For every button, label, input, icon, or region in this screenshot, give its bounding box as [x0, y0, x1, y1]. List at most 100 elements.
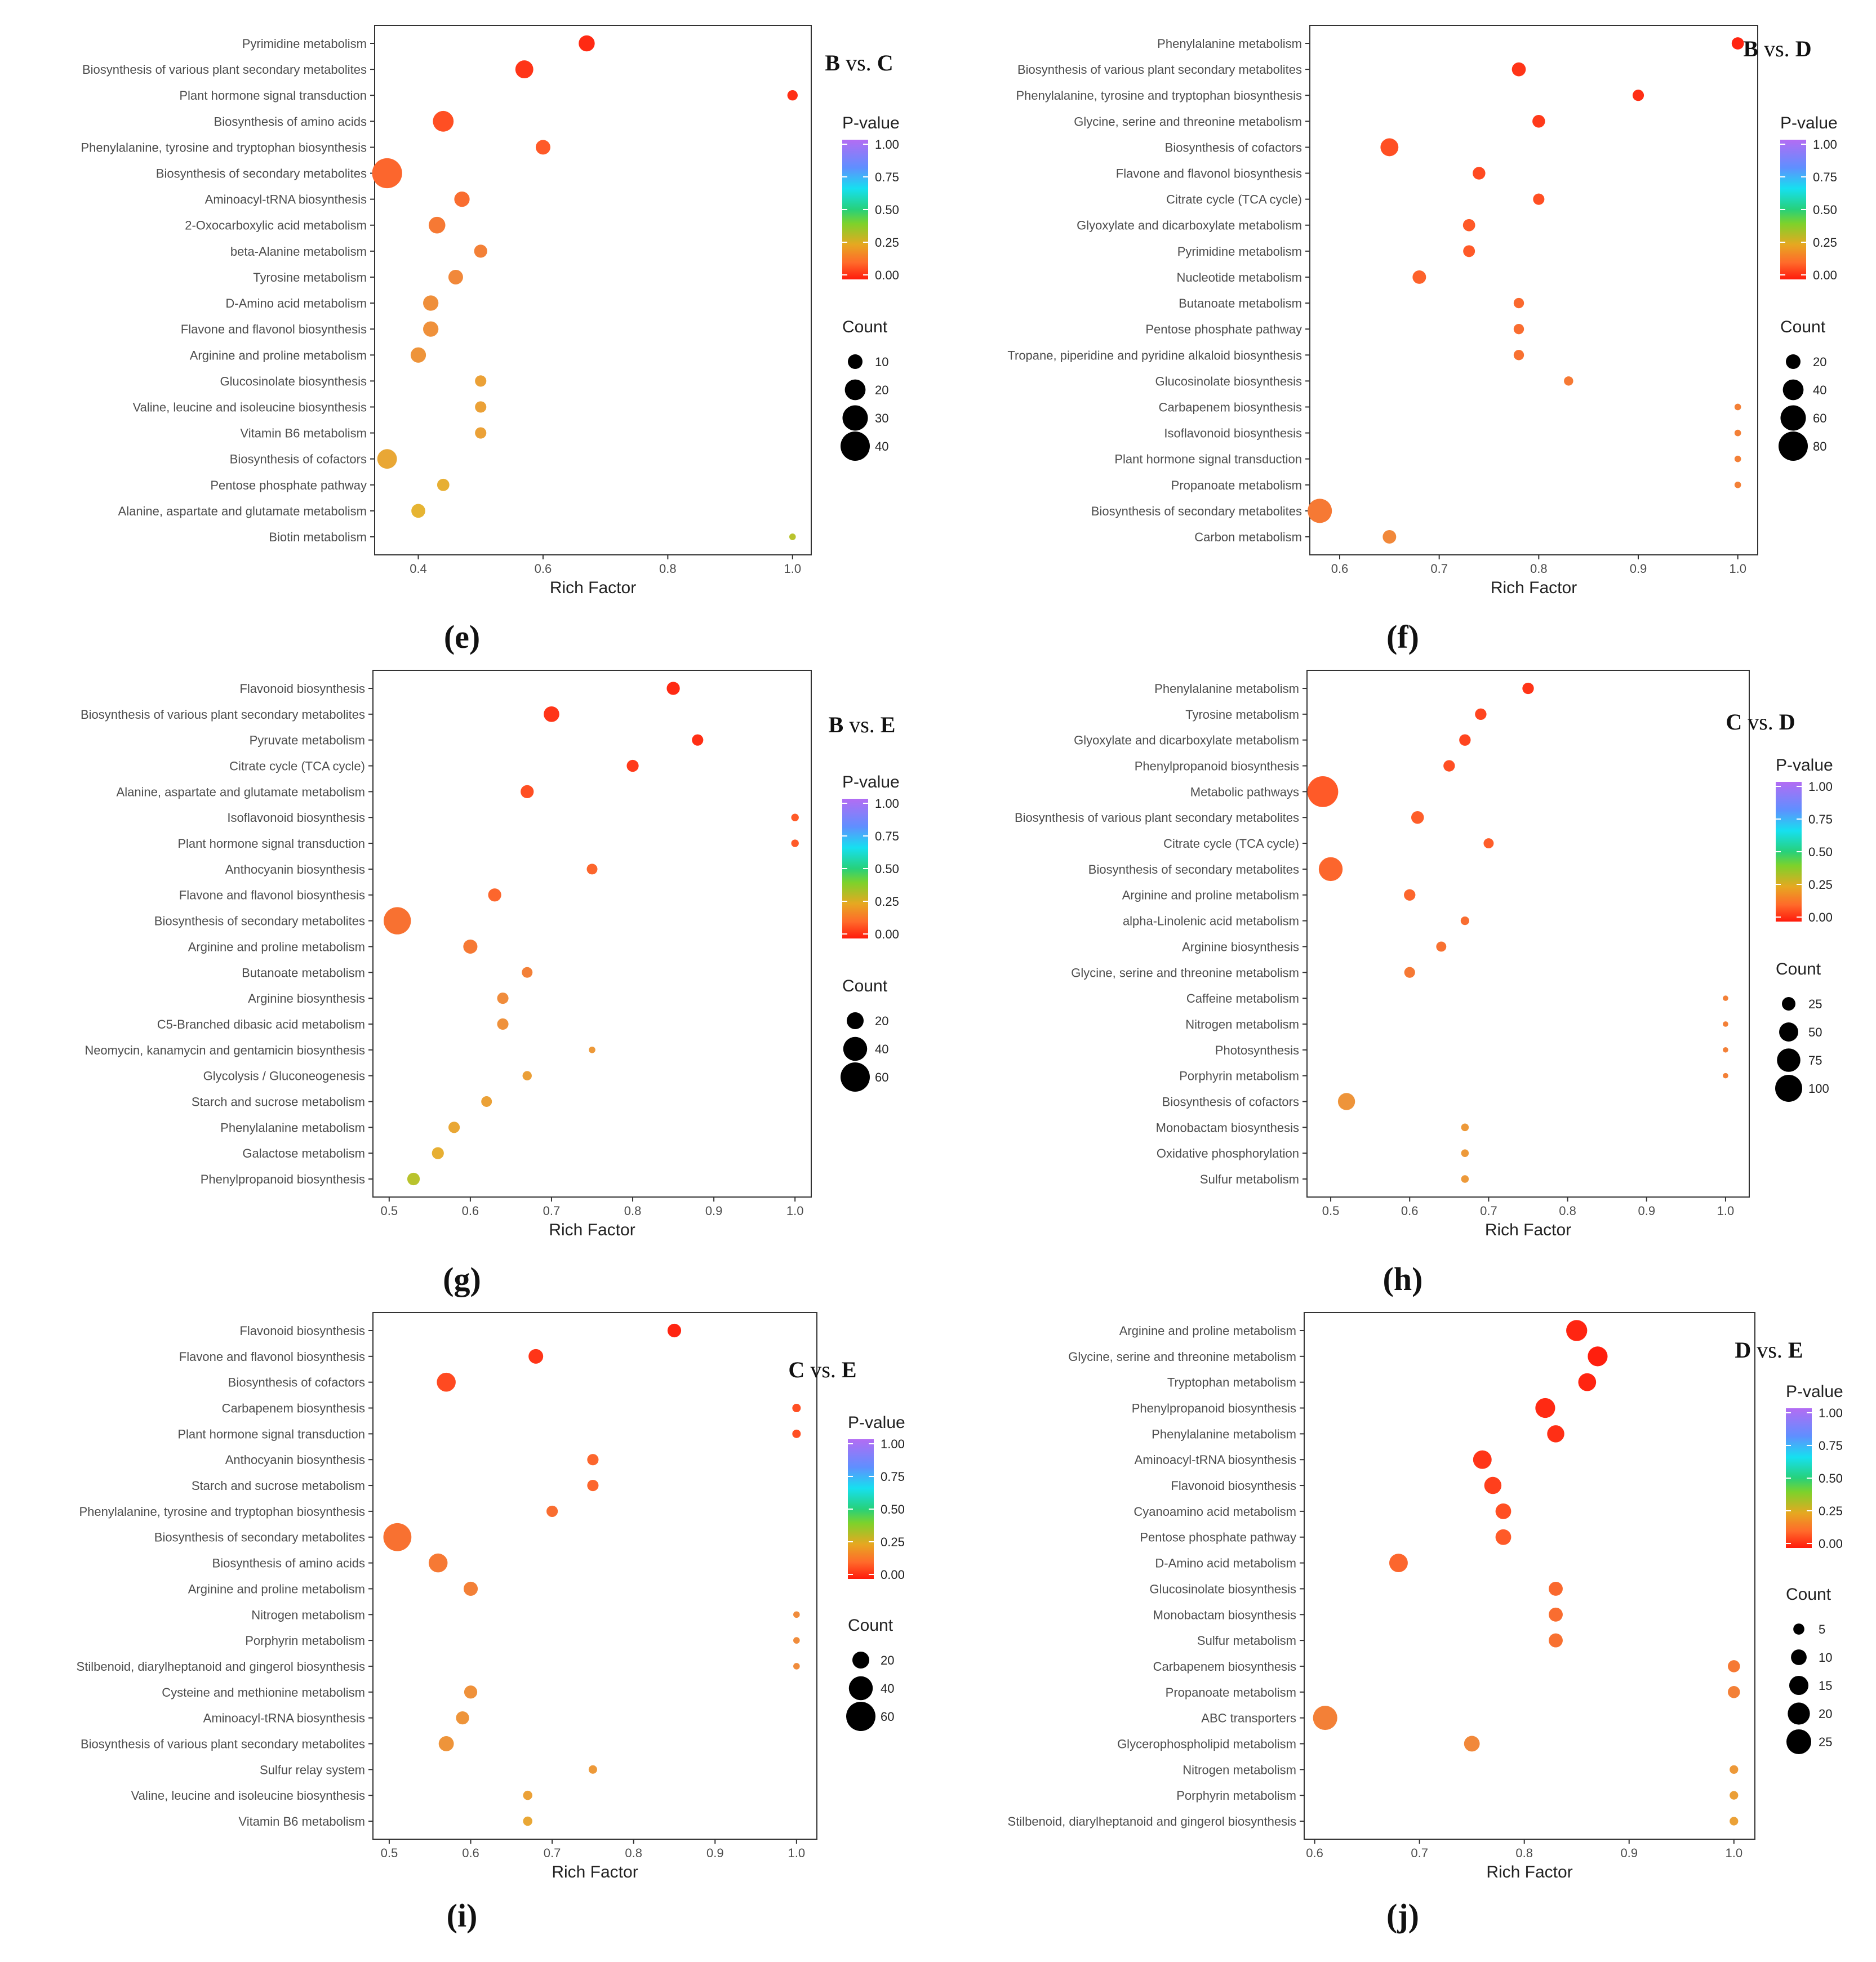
count-legend-label: 25	[1808, 997, 1822, 1011]
count-legend-dot	[1780, 405, 1806, 431]
count-legend-dot	[1779, 1022, 1798, 1042]
count-legend-label: 50	[1808, 1025, 1822, 1039]
data-point	[1473, 167, 1486, 180]
data-point	[463, 1581, 478, 1596]
count-legend-dot	[846, 1702, 875, 1731]
data-point	[1459, 734, 1471, 746]
y-tick-label: Flavone and flavonol biosynthesis	[181, 322, 367, 336]
count-legend-dot	[844, 379, 866, 401]
data-point	[1730, 1765, 1739, 1774]
data-point	[1495, 1503, 1512, 1519]
y-tick-label: Pentose phosphate pathway	[1140, 1531, 1296, 1545]
data-point	[523, 1790, 532, 1800]
count-legend-dot	[841, 431, 870, 461]
data-point	[1380, 138, 1399, 157]
data-point	[626, 759, 639, 772]
colorbar-tick-label: 1.00	[881, 1437, 905, 1451]
x-tick-label: 0.5	[381, 1846, 398, 1860]
y-tick-label: Isoflavonoid biosynthesis	[1164, 426, 1302, 441]
data-point	[475, 401, 487, 413]
data-point	[1723, 995, 1728, 1001]
x-axis-title: Rich Factor	[550, 579, 636, 597]
chart-panel: Phenylalanine metabolism Tyrosine metabol…	[1015, 670, 1833, 1297]
y-tick-label: Nitrogen metabolism	[1182, 1763, 1296, 1777]
y-tick-label: Carbon metabolism	[1194, 530, 1302, 544]
colorbar-tick-label: 0.00	[1819, 1537, 1843, 1551]
data-point	[1404, 967, 1415, 978]
data-point	[454, 191, 470, 207]
count-legend-label: 100	[1808, 1082, 1829, 1096]
x-axis-title: Rich Factor	[552, 1863, 638, 1881]
x-tick-label: 0.8	[625, 1846, 642, 1860]
y-tick-label: Galactose metabolism	[242, 1146, 365, 1160]
y-tick-label: Phenylalanine metabolism	[1152, 1427, 1296, 1441]
y-tick-label: Nitrogen metabolism	[251, 1608, 365, 1622]
data-point	[456, 1711, 469, 1725]
data-point	[384, 907, 411, 935]
y-tick-label: Nitrogen metabolism	[1185, 1017, 1299, 1031]
x-axis-title: Rich Factor	[1486, 1863, 1572, 1881]
count-legend-dot	[848, 354, 863, 369]
colorbar-tick-label: 0.75	[1808, 812, 1833, 826]
y-tick-label: Tyrosine metabolism	[253, 270, 367, 284]
count-legend-label: 40	[1813, 383, 1826, 397]
y-tick-label: Citrate cycle (TCA cycle)	[1166, 193, 1302, 207]
y-tick-label: Biosynthesis of cofactors	[230, 452, 367, 466]
x-tick-label: 0.6	[1401, 1204, 1419, 1218]
data-point	[475, 427, 487, 439]
x-tick-label: 0.6	[462, 1846, 479, 1860]
count-legend-title: Count	[1786, 1585, 1831, 1604]
y-tick-label: Glyoxylate and dicarboxylate metabolism	[1077, 219, 1302, 233]
y-tick-label: Isoflavonoid biosynthesis	[227, 811, 365, 825]
y-tick-label: Cysteine and methionine metabolism	[162, 1685, 365, 1699]
y-tick-label: Aminoacyl-tRNA biosynthesis	[205, 193, 367, 207]
count-legend-dot	[1782, 379, 1804, 401]
count-legend-label: 60	[1813, 411, 1826, 425]
colorbar-tick-label: 0.50	[881, 1502, 905, 1516]
x-tick-label: 0.9	[1630, 562, 1647, 576]
x-tick-label: 0.6	[462, 1204, 479, 1218]
y-tick-label: Metabolic pathways	[1190, 785, 1299, 799]
colorbar-tick-label: 0.00	[875, 268, 899, 282]
count-legend-label: 30	[875, 411, 888, 425]
count-legend-dot	[1793, 1623, 1804, 1635]
x-tick-label: 0.9	[705, 1204, 723, 1218]
data-point	[787, 90, 798, 101]
y-tick-label: Arginine and proline metabolism	[1119, 1324, 1296, 1338]
y-tick-label: Pyrimidine metabolism	[242, 37, 367, 51]
data-point	[588, 1765, 597, 1774]
panel-label: (h)	[1383, 1261, 1423, 1297]
data-point	[1513, 323, 1524, 335]
pvalue-legend-title: P-value	[848, 1413, 905, 1432]
data-point	[1549, 1607, 1563, 1622]
y-tick-label: Biosynthesis of secondary metabolites	[154, 914, 365, 928]
count-legend-dot	[1779, 431, 1808, 461]
data-point	[448, 269, 463, 284]
data-point	[1730, 1791, 1739, 1800]
data-point	[523, 1816, 532, 1826]
y-tick-label: Biosynthesis of secondary metabolites	[156, 167, 367, 181]
y-tick-label: Flavonoid biosynthesis	[1171, 1479, 1296, 1493]
comparison-label: C vs. E	[788, 1357, 856, 1382]
y-tick-label: Neomycin, kanamycin and gentamicin biosy…	[85, 1043, 365, 1057]
data-point	[428, 216, 446, 234]
y-tick-label: Glycine, serine and threonine metabolism	[1074, 114, 1302, 128]
data-point	[1337, 1093, 1355, 1110]
y-tick-label: Plant hormone signal transduction	[179, 88, 367, 103]
y-tick-label: Anthocyanin biosynthesis	[225, 1453, 365, 1467]
y-tick-label: Propanoate metabolism	[1166, 1685, 1296, 1699]
data-point	[1475, 708, 1487, 720]
x-tick-label: 0.6	[535, 562, 552, 576]
y-tick-label: Porphyrin metabolism	[1179, 1069, 1299, 1083]
count-legend-dot	[1788, 1702, 1810, 1725]
data-point	[410, 347, 426, 363]
y-tick-label: Biosynthesis of various plant secondary …	[82, 63, 367, 77]
y-tick-label: Plant hormone signal transduction	[177, 1427, 365, 1441]
pvalue-legend-title: P-value	[1776, 756, 1833, 775]
colorbar-tick-label: 0.50	[875, 862, 899, 876]
data-point	[1473, 1450, 1492, 1469]
y-tick-label: Glycine, serine and threonine metabolism	[1068, 1350, 1296, 1364]
plot-area	[374, 25, 812, 555]
x-tick-label: 0.8	[1530, 562, 1548, 576]
data-point	[1564, 376, 1573, 386]
